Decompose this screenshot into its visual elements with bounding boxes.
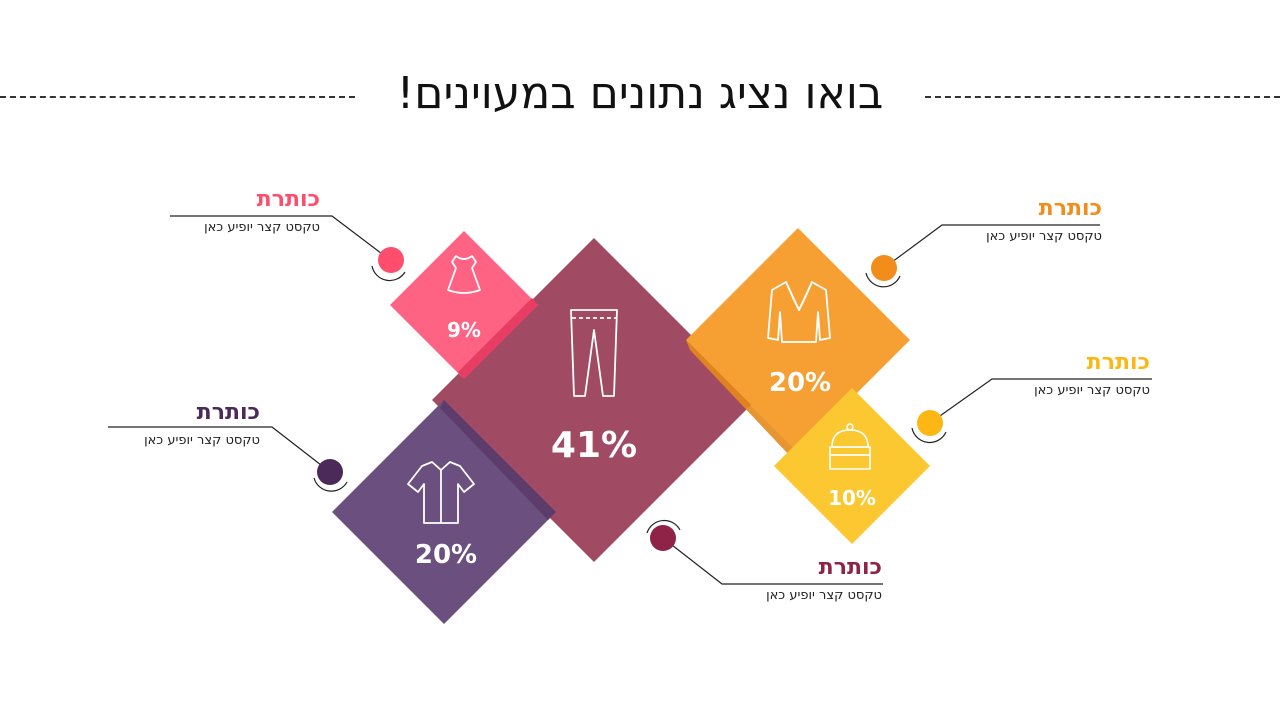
percent-shirt: 20% [414,540,478,570]
pants-icon [570,309,618,397]
left-dashed-divider [0,96,355,98]
dot-arc-purple [313,477,348,492]
diamond-dress-shadow [458,298,538,379]
diamond-jacket-shadow [686,340,798,456]
label-shirt-heading: כותרת [196,400,260,425]
shirt-icon [407,461,475,524]
label-dress-text: טקסט קצר יופיע כאן [204,220,320,235]
dot-maroon [650,525,676,551]
label-pants: כותרת טקסט קצר יופיע כאן [662,555,882,605]
jacket-icon [767,281,831,343]
diamond-beanie [774,388,930,544]
label-jacket-text: טקסט קצר יופיע כאן [986,229,1102,244]
label-beanie-text: טקסט קצר יופיע כאן [1034,383,1150,398]
right-dashed-divider [925,96,1280,98]
label-shirt-text: טקסט קצר יופיע כאן [144,433,260,448]
dot-purple [317,459,343,485]
dot-yellow [917,410,943,436]
leader-line-orange [883,224,1100,269]
beanie-icon [829,423,871,470]
dress-icon [447,255,481,294]
percent-pants: 41% [550,425,638,466]
label-dress: כותרת טקסט קצר יופיע כאן [100,187,320,237]
page-title: בואו נציג נתונים במעוינים! [396,68,884,119]
dot-orange [871,255,897,281]
label-pants-text: טקסט קצר יופיע כאן [766,588,882,603]
label-pants-heading: כותרת [818,555,882,580]
leader-line-pink [170,215,391,261]
dot-arc-orange [865,272,901,288]
label-beanie: כותרת טקסט קצר יופיע כאן [930,350,1150,400]
label-jacket-heading: כותרת [1038,196,1102,221]
dot-arc-pink [371,265,406,282]
percent-beanie: 10% [828,486,876,510]
label-beanie-heading: כותרת [1086,350,1150,375]
leader-line-purple [108,426,331,473]
label-jacket: כותרת טקסט קצר יופיע כאן [882,196,1102,246]
diamond-shirt-shadow [440,400,556,520]
leader-line-yellow [929,378,1152,424]
dot-pink [378,247,404,273]
leader-line-maroon [662,537,883,585]
percent-dress: 9% [447,318,481,342]
label-shirt: כותרת טקסט קצר יופיע כאן [40,400,260,450]
label-dress-heading: כותרת [256,187,320,212]
percent-jacket: 20% [768,368,832,398]
dot-arc-yellow [911,427,947,444]
dot-arc-maroon [646,519,681,534]
